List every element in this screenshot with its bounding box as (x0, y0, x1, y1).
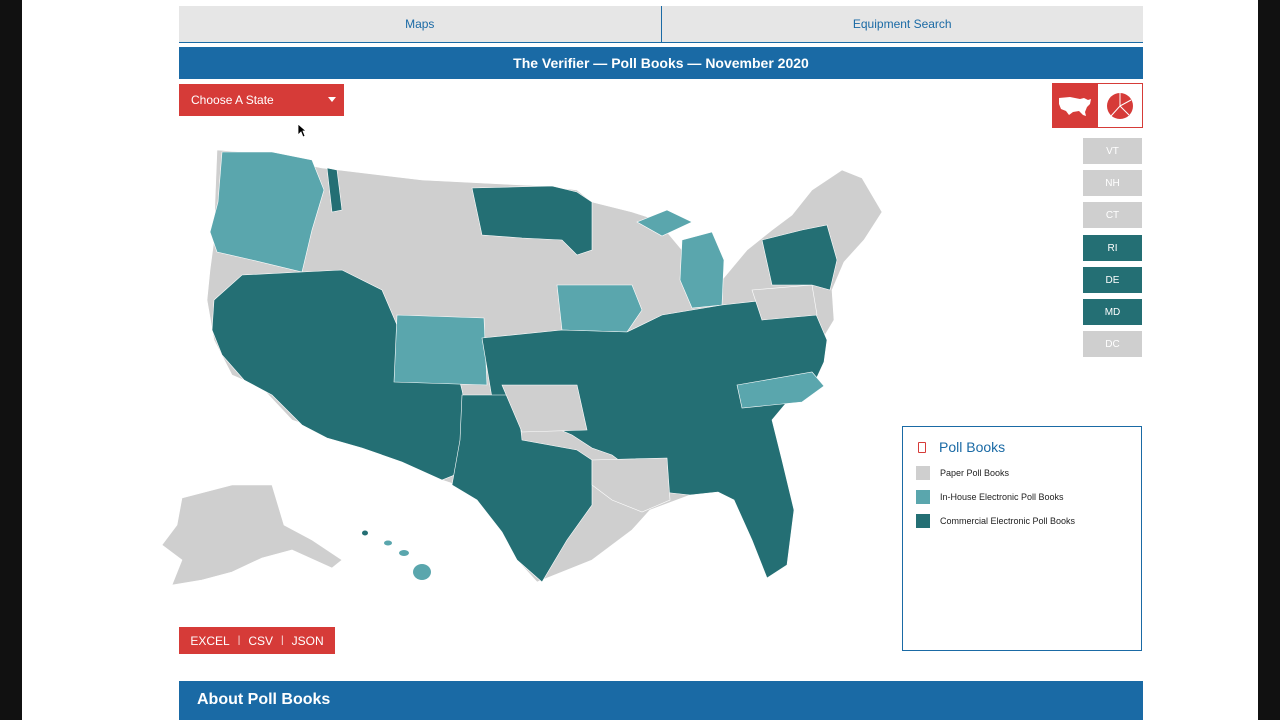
state-button-ri[interactable]: RI (1083, 235, 1142, 261)
download-bar: EXCEL | CSV | JSON (179, 627, 335, 654)
map-region-oklahoma[interactable] (501, 384, 588, 433)
legend-title: Poll Books (939, 439, 1006, 455)
state-dropdown[interactable]: Choose A State (179, 84, 344, 116)
map-region-hawaii-kauai[interactable] (362, 530, 368, 536)
state-dropdown-value: Choose A State (191, 93, 274, 107)
map-region-michigan-up[interactable] (636, 209, 693, 237)
map-region-hawaii-maui[interactable] (399, 550, 409, 556)
map-region-iowa[interactable] (556, 284, 643, 333)
tab-equipment-search[interactable]: Equipment Search (660, 6, 1144, 42)
legend-label-in-house: In-House Electronic Poll Books (940, 492, 1064, 502)
map-view-button[interactable] (1053, 84, 1098, 127)
map-region-idaho[interactable] (326, 167, 343, 213)
map-region-colorado[interactable] (393, 314, 488, 386)
map-region-north-carolina[interactable] (736, 371, 825, 409)
map-region-alaska[interactable] (161, 484, 343, 586)
map-region-hawaii-oahu[interactable] (384, 540, 392, 546)
legend-swatch-commercial (916, 514, 930, 528)
state-button-nh[interactable]: NH (1083, 170, 1142, 196)
map-region-pennsylvania[interactable] (751, 284, 818, 321)
divider: | (237, 635, 241, 646)
legend-item-commercial: Commercial Electronic Poll Books (916, 513, 1075, 529)
tablet-icon (918, 442, 926, 453)
download-excel-link[interactable]: EXCEL (190, 633, 230, 648)
chart-view-button[interactable] (1097, 84, 1142, 127)
map-region-hawaii[interactable] (413, 564, 431, 580)
legend-label-paper: Paper Poll Books (940, 468, 1010, 478)
state-button-ct[interactable]: CT (1083, 202, 1142, 228)
legend-swatch-in-house (916, 490, 930, 504)
mouse-cursor-icon (297, 123, 307, 138)
usa-map-icon (1059, 96, 1092, 116)
download-json-link[interactable]: JSON (291, 633, 324, 648)
legend-panel: Poll Books Paper Poll Books In-House Ele… (902, 426, 1142, 651)
map-region-gulf-paper[interactable] (591, 457, 671, 513)
map-region-central-east[interactable] (481, 299, 828, 579)
view-toggle (1052, 83, 1143, 128)
page-title: The Verifier — Poll Books — November 202… (179, 47, 1143, 79)
us-county-map[interactable] (122, 140, 892, 590)
map-region-texas[interactable] (451, 394, 593, 583)
map-region-north-central[interactable] (471, 185, 593, 256)
state-button-de[interactable]: DE (1083, 267, 1142, 293)
caret-down-icon (328, 97, 336, 102)
about-section-header: About Poll Books (179, 681, 1143, 720)
state-button-md[interactable]: MD (1083, 299, 1142, 325)
map-region-new-york[interactable] (761, 224, 838, 291)
legend-swatch-paper (916, 466, 930, 480)
legend-item-paper: Paper Poll Books (916, 465, 1009, 481)
legend-item-in-house: In-House Electronic Poll Books (916, 489, 1064, 505)
legend-label-commercial: Commercial Electronic Poll Books (940, 516, 1076, 526)
pie-chart-icon (1106, 92, 1133, 119)
tab-maps[interactable]: Maps (405, 17, 435, 31)
divider: | (281, 635, 284, 646)
top-nav-tabs: Maps Equipment Search (179, 6, 1143, 43)
state-button-dc[interactable]: DC (1083, 331, 1142, 357)
state-button-vt[interactable]: VT (1083, 138, 1142, 164)
page: Maps Equipment Search The Verifier — Pol… (22, 0, 1258, 720)
download-csv-link[interactable]: CSV (248, 633, 274, 648)
